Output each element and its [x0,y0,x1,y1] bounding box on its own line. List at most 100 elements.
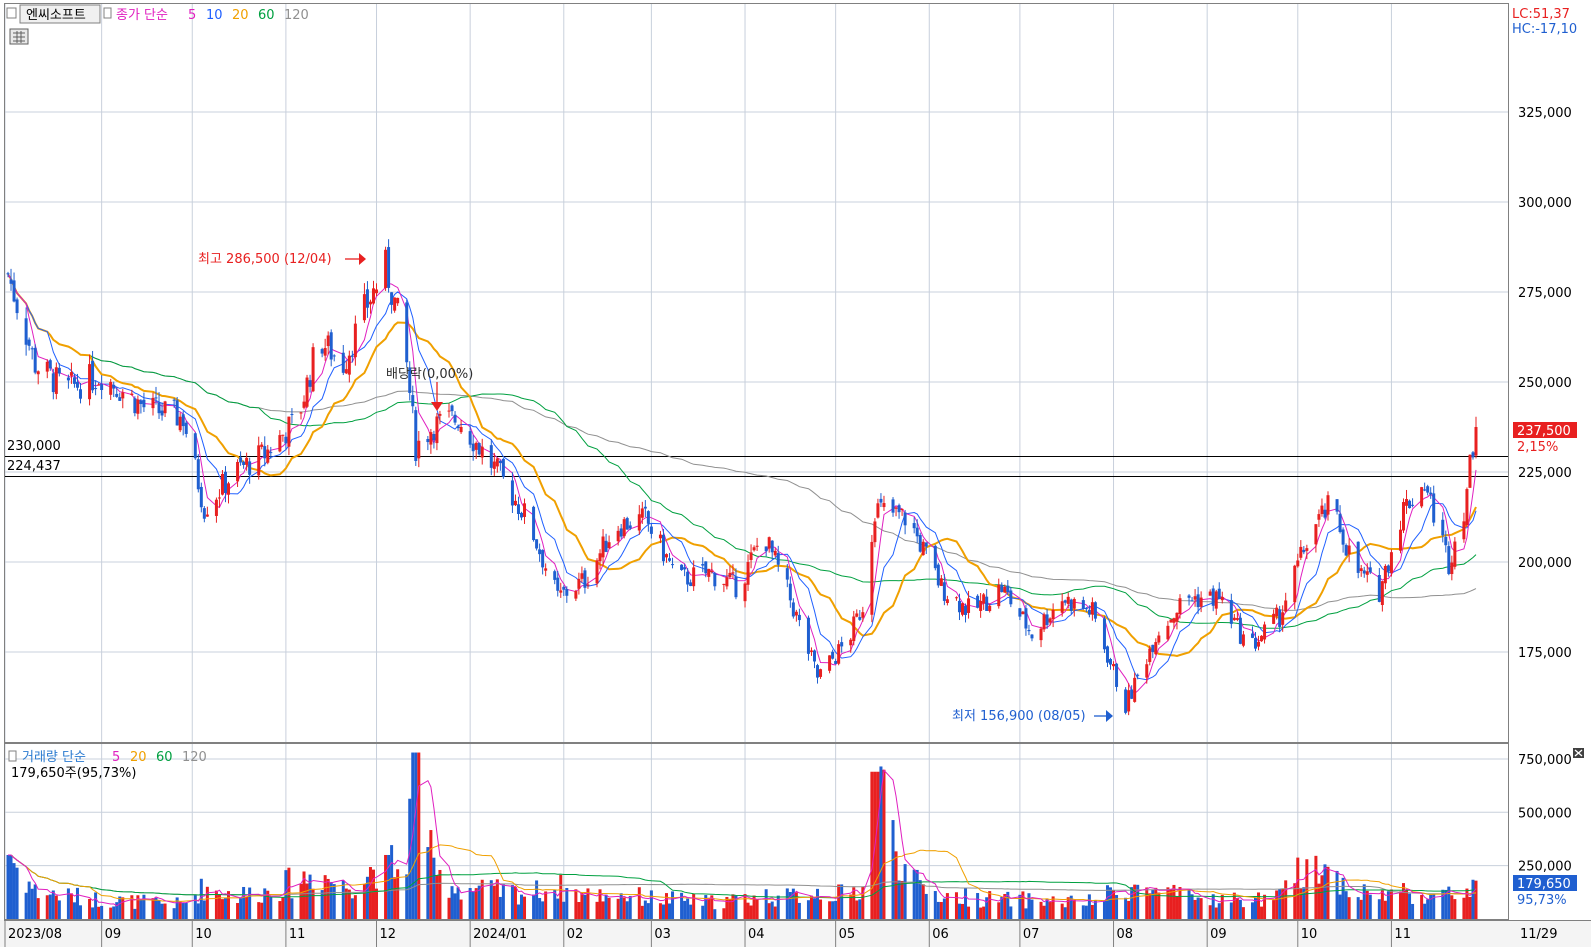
legend-toggle-icon[interactable] [103,7,112,19]
candle-body [199,486,203,508]
candle-body [707,568,711,577]
volume-bar [794,892,798,919]
stock-name-box[interactable] [19,4,101,24]
volume-bar [405,874,409,919]
candle-body [942,582,946,601]
candle-body [393,297,397,311]
ma-period-120: 120 [284,8,309,23]
candle-body [1429,492,1433,495]
volume-bar [1172,884,1176,919]
candle-body [809,650,813,652]
candle-body [967,598,971,613]
volume-bar [985,897,989,919]
volume-bar [1383,900,1387,919]
candle-body [33,347,37,373]
volume-bar [861,886,865,919]
candle-body [619,528,623,537]
volume-bar [658,903,662,919]
candle-body [1217,588,1221,599]
candle-body [879,498,883,503]
candle-body [671,564,675,566]
volume-bar [1042,905,1046,919]
volume-bar [806,900,810,919]
volume-bar [1320,875,1324,919]
candle-body [1462,521,1466,540]
candle-body [1347,545,1351,555]
volume-bar [1217,903,1221,919]
volume-bar [574,889,578,919]
volume-legend: 거래량 단순 5 20 60 120 179,650주(95,73%) [8,750,207,781]
candle-body [713,573,717,587]
volume-bar [432,857,436,919]
candle-body [692,567,696,587]
volume-bar [474,888,478,919]
candle-body [387,247,391,288]
volume-bar [1220,894,1224,919]
volume-bar [1462,897,1466,919]
x-axis-label: 09 [105,927,122,942]
volume-bar [72,902,76,919]
candle-body [501,458,505,477]
candle-body [1172,618,1176,623]
volume-bar [1260,906,1264,919]
x-axis: 2023/08 09 10 11 12 2024/01 02 03 04 05 06 07 08 09 10… [4,920,1411,947]
volume-bar [1154,887,1158,919]
candle-body [1293,565,1297,603]
volume-bar [704,895,708,919]
candle-body [873,521,877,543]
candle-body [852,616,856,642]
volume-bar [731,894,735,919]
candle-body [840,642,844,647]
volume-bar [6,854,10,919]
volume-bar [1112,890,1116,919]
volume-bar [118,896,122,919]
volume-bar [1063,907,1067,919]
volume-bar [1066,897,1070,919]
candle-body [776,552,780,565]
candle-body [834,661,838,664]
candle-body [1250,633,1254,638]
volume-bar [242,886,246,919]
volume-bar [263,888,267,919]
candle-body [1260,635,1264,642]
volume-bar [1347,897,1351,919]
candle-body [541,550,545,568]
volume-bar [752,895,756,919]
x-axis-label: 09 [1210,927,1227,942]
candle-body [112,384,116,389]
volume-bar [1235,897,1239,919]
candle-body [429,432,433,445]
volume-legend-toggle-icon[interactable] [8,750,17,762]
candle-body [48,360,52,369]
vol-ma-period-5: 5 [112,750,120,765]
volume-bar [78,905,82,919]
volume-bar [320,890,324,919]
volume-bar [743,894,747,919]
candle-body [214,499,218,516]
last-price-tag [1513,422,1577,438]
candle-body [1115,663,1119,687]
volume-bar [1145,887,1149,919]
candle-body [574,591,578,599]
volume-bar [178,901,182,919]
close-icon [1574,749,1583,757]
volume-bar [9,854,13,919]
candle-body [368,301,372,305]
volume-bar [1365,890,1369,919]
legend-box-icon[interactable] [6,7,17,19]
volume-bar [580,893,584,919]
ma-period-10: 10 [206,8,223,23]
candle-body [1069,599,1073,611]
volume-bar [220,899,224,919]
volume-bar [1408,893,1412,919]
candle-body [347,355,351,375]
volume-bar [713,909,717,919]
volume-bar [661,904,665,919]
candle-body [1263,624,1267,640]
volume-bar [701,905,705,919]
volume-bar [181,902,185,919]
volume-bar [1115,895,1119,919]
volume-bars [6,752,1478,919]
volume-bar [513,886,517,919]
